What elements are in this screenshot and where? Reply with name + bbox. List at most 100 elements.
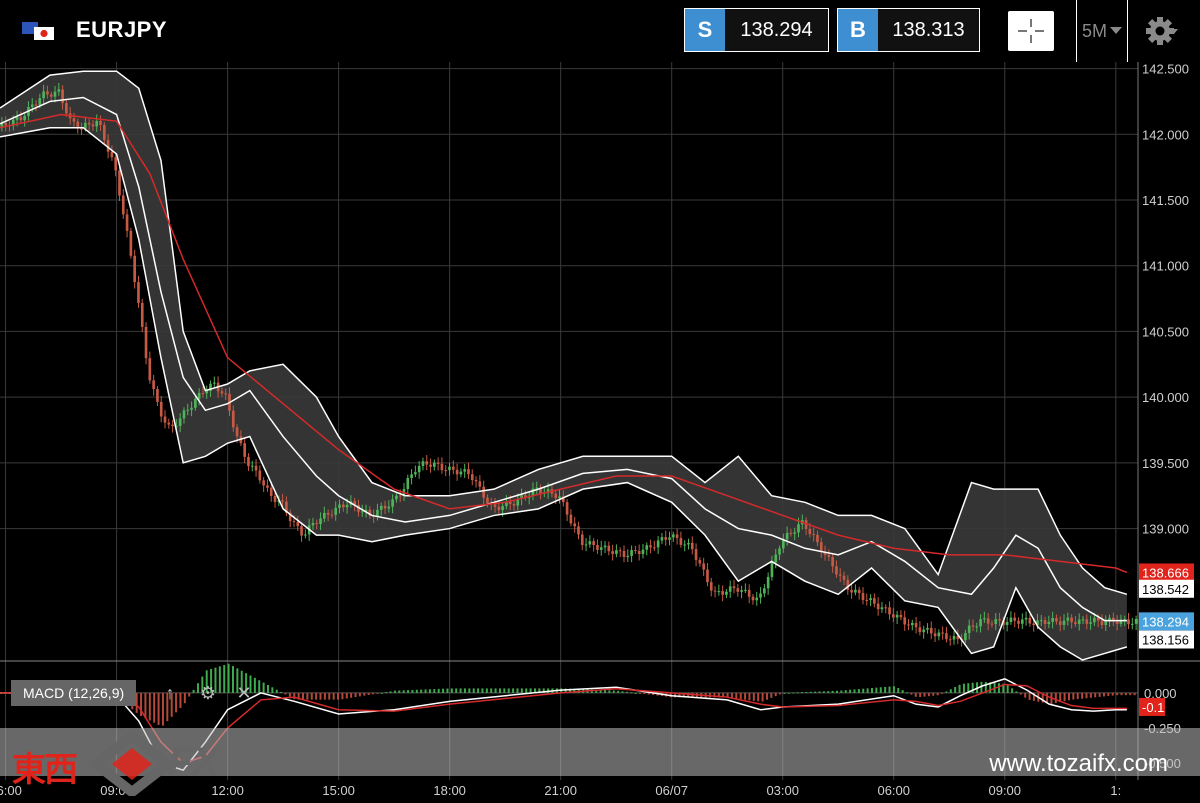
macd-histogram-bar bbox=[765, 692, 768, 700]
watermark-logo-cn: 東西 bbox=[12, 751, 78, 789]
macd-histogram-bar bbox=[1102, 692, 1105, 697]
macd-histogram-bar bbox=[529, 688, 532, 693]
time-tick-label: 06:00 bbox=[0, 783, 22, 798]
macd-histogram-bar bbox=[678, 692, 681, 698]
macd-histogram-bar bbox=[1111, 692, 1114, 696]
interval-dropdown[interactable]: 5M bbox=[1076, 0, 1128, 62]
candle-body bbox=[774, 554, 778, 563]
candle-body bbox=[812, 534, 815, 536]
candle-body bbox=[194, 398, 197, 408]
candle-body bbox=[224, 393, 228, 395]
candle-body bbox=[554, 493, 558, 499]
macd-histogram-bar bbox=[538, 688, 541, 693]
macd-histogram-bar bbox=[639, 692, 642, 694]
sell-button[interactable]: S 138.294 bbox=[684, 8, 829, 52]
macd-histogram-bar bbox=[415, 689, 418, 693]
macd-histogram-bar bbox=[271, 687, 274, 693]
macd-indicator-label[interactable]: MACD (12,26,9) bbox=[11, 680, 137, 706]
price-tick-label: 142.500 bbox=[1142, 62, 1189, 77]
macd-histogram-bar bbox=[892, 686, 895, 693]
candle-body bbox=[478, 481, 482, 487]
candle-body bbox=[398, 495, 402, 497]
macd-histogram-bar bbox=[713, 692, 716, 698]
moving-average-line bbox=[0, 113, 1128, 574]
candle-body bbox=[1047, 621, 1051, 625]
candle-body bbox=[827, 554, 831, 557]
candle-body bbox=[732, 586, 736, 589]
macd-histogram-bar bbox=[280, 692, 283, 694]
macd-histogram-bar bbox=[503, 688, 506, 693]
candle-body bbox=[296, 521, 300, 527]
symbol-title: EURJPY bbox=[76, 17, 168, 42]
close-icon[interactable]: ✕ bbox=[236, 682, 252, 703]
macd-histogram-bar bbox=[853, 689, 856, 693]
gear-icon[interactable] bbox=[1140, 13, 1180, 49]
macd-histogram-bar bbox=[949, 689, 952, 693]
macd-histogram-bar bbox=[879, 687, 882, 693]
candle-body bbox=[869, 598, 872, 600]
macd-histogram-bar bbox=[402, 690, 405, 693]
candle-body bbox=[326, 512, 330, 515]
arrow-up-icon[interactable]: ↑ bbox=[165, 682, 175, 703]
gear-icon[interactable]: ⚙ bbox=[199, 682, 217, 703]
macd-histogram-bar bbox=[1019, 692, 1022, 695]
candle-body bbox=[565, 502, 569, 515]
candle-body bbox=[618, 550, 622, 552]
macd-histogram-bar bbox=[1094, 692, 1097, 698]
candle-body bbox=[379, 505, 383, 510]
price-chart[interactable]: 142.500 142.000 141.500 141.000 140.500 140.0… bbox=[0, 62, 1200, 803]
macd-value-tag-label: -0.1 bbox=[1142, 700, 1164, 715]
candle-body bbox=[910, 622, 914, 626]
candle-body bbox=[945, 633, 948, 640]
candle-body bbox=[140, 302, 144, 327]
candle-body bbox=[281, 500, 284, 502]
macd-histogram-bar bbox=[315, 692, 318, 700]
candle-body bbox=[470, 474, 474, 481]
macd-histogram-bar bbox=[1124, 692, 1127, 696]
macd-histogram-bar bbox=[927, 692, 930, 697]
macd-histogram-bar bbox=[897, 687, 900, 693]
buy-button[interactable]: B 138.313 bbox=[837, 8, 980, 52]
macd-histogram-bar bbox=[140, 692, 143, 717]
candle-body bbox=[53, 91, 57, 97]
candle-body bbox=[698, 559, 702, 564]
candle-body bbox=[1074, 622, 1077, 625]
candle-body bbox=[929, 627, 933, 634]
macd-histogram-bar bbox=[936, 692, 939, 696]
macd-histogram-bar bbox=[1081, 692, 1084, 699]
time-tick-label: 1: bbox=[1110, 783, 1121, 798]
macd-histogram-bar bbox=[196, 683, 199, 693]
macd-histogram-bar bbox=[884, 686, 887, 693]
macd-histogram-bar bbox=[214, 667, 217, 693]
macd-histogram-bar bbox=[170, 692, 173, 717]
candle-body bbox=[1085, 619, 1089, 624]
candle-body bbox=[99, 120, 102, 125]
macd-histogram-bar bbox=[871, 688, 874, 693]
crosshair-icon[interactable] bbox=[1008, 11, 1054, 51]
macd-histogram-bar bbox=[337, 692, 340, 700]
candle-body bbox=[975, 626, 979, 628]
macd-histogram-bar bbox=[376, 692, 379, 694]
macd-histogram-bar bbox=[1059, 692, 1062, 703]
macd-histogram-bar bbox=[862, 688, 865, 693]
macd-histogram-bar bbox=[831, 690, 834, 693]
candle-body bbox=[448, 466, 451, 471]
candle-body bbox=[91, 124, 95, 127]
candle-body bbox=[493, 504, 497, 507]
candle-body bbox=[1058, 621, 1062, 625]
candle-body bbox=[747, 589, 751, 597]
macd-histogram-bar bbox=[967, 683, 970, 693]
macd-histogram-bar bbox=[302, 692, 305, 700]
candle-body bbox=[1039, 620, 1043, 622]
candle-body bbox=[763, 588, 766, 594]
candle-body bbox=[512, 504, 516, 506]
candle-body bbox=[1130, 623, 1134, 625]
candle-body bbox=[421, 461, 425, 466]
candle-body bbox=[19, 117, 23, 121]
candle-body bbox=[330, 514, 334, 516]
candle-body bbox=[857, 589, 861, 594]
candle-body bbox=[850, 589, 853, 593]
chevron-down-icon bbox=[1110, 27, 1122, 34]
candle-body bbox=[486, 497, 489, 504]
candle-body bbox=[34, 104, 38, 106]
